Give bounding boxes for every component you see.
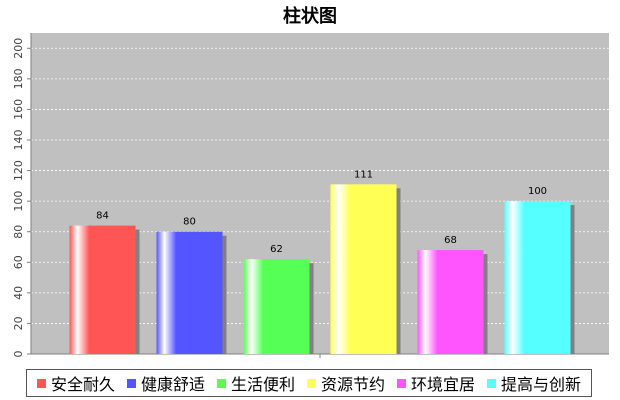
legend-label: 健康舒适	[140, 375, 205, 394]
y-tick-label: 100	[12, 191, 25, 212]
data-label: 62	[270, 244, 283, 255]
data-label: 111	[354, 169, 373, 180]
data-label: 84	[96, 211, 109, 222]
data-labels: 84 80 62 111 68 100	[96, 169, 547, 255]
y-tick-label: 140	[12, 130, 25, 151]
legend-item: 安全耐久	[36, 371, 115, 395]
legend-label: 安全耐久	[50, 375, 115, 394]
y-tick-label: 80	[12, 225, 25, 239]
y-tick-label: 160	[12, 99, 25, 120]
legend-swatch	[396, 378, 406, 388]
y-tick-label: 200	[12, 38, 25, 59]
y-tick-label: 180	[12, 68, 25, 89]
legend-swatch	[306, 378, 316, 388]
bar	[330, 184, 397, 354]
bar	[243, 259, 310, 354]
bars	[69, 184, 575, 354]
legend-item: 生活便利	[216, 371, 295, 395]
y-tick-label: 120	[12, 160, 25, 181]
legend-label: 环境宜居	[410, 375, 475, 394]
data-label: 80	[183, 217, 196, 228]
legend-swatch	[126, 378, 136, 388]
axes: 0 20 40 60 80 100 120 140 160 180 200	[12, 33, 609, 358]
legend-item: 资源节约	[306, 371, 385, 395]
bar	[504, 201, 571, 354]
bar	[156, 231, 223, 354]
y-tick-label: 60	[12, 255, 25, 269]
y-tick-label: 0	[12, 351, 25, 358]
legend: 安全耐久 健康舒适 生活便利 资源节约 环境宜居 提高与创新	[26, 369, 592, 397]
legend-swatch	[216, 378, 226, 388]
legend-label: 生活便利	[230, 375, 295, 394]
y-tick-label: 40	[12, 286, 25, 300]
y-tick-label: 20	[12, 316, 25, 330]
bar	[69, 225, 136, 354]
legend-swatch	[486, 378, 496, 388]
legend-swatch	[36, 378, 46, 388]
legend-label: 资源节约	[320, 375, 385, 394]
chart-title: 柱状图	[283, 6, 337, 27]
legend-item: 环境宜居	[396, 371, 475, 395]
legend-item: 健康舒适	[126, 371, 205, 395]
data-label: 68	[444, 235, 457, 246]
bar	[417, 250, 484, 354]
data-label: 100	[528, 186, 547, 197]
legend-item: 提高与创新	[486, 371, 581, 395]
legend-label: 提高与创新	[500, 375, 581, 394]
